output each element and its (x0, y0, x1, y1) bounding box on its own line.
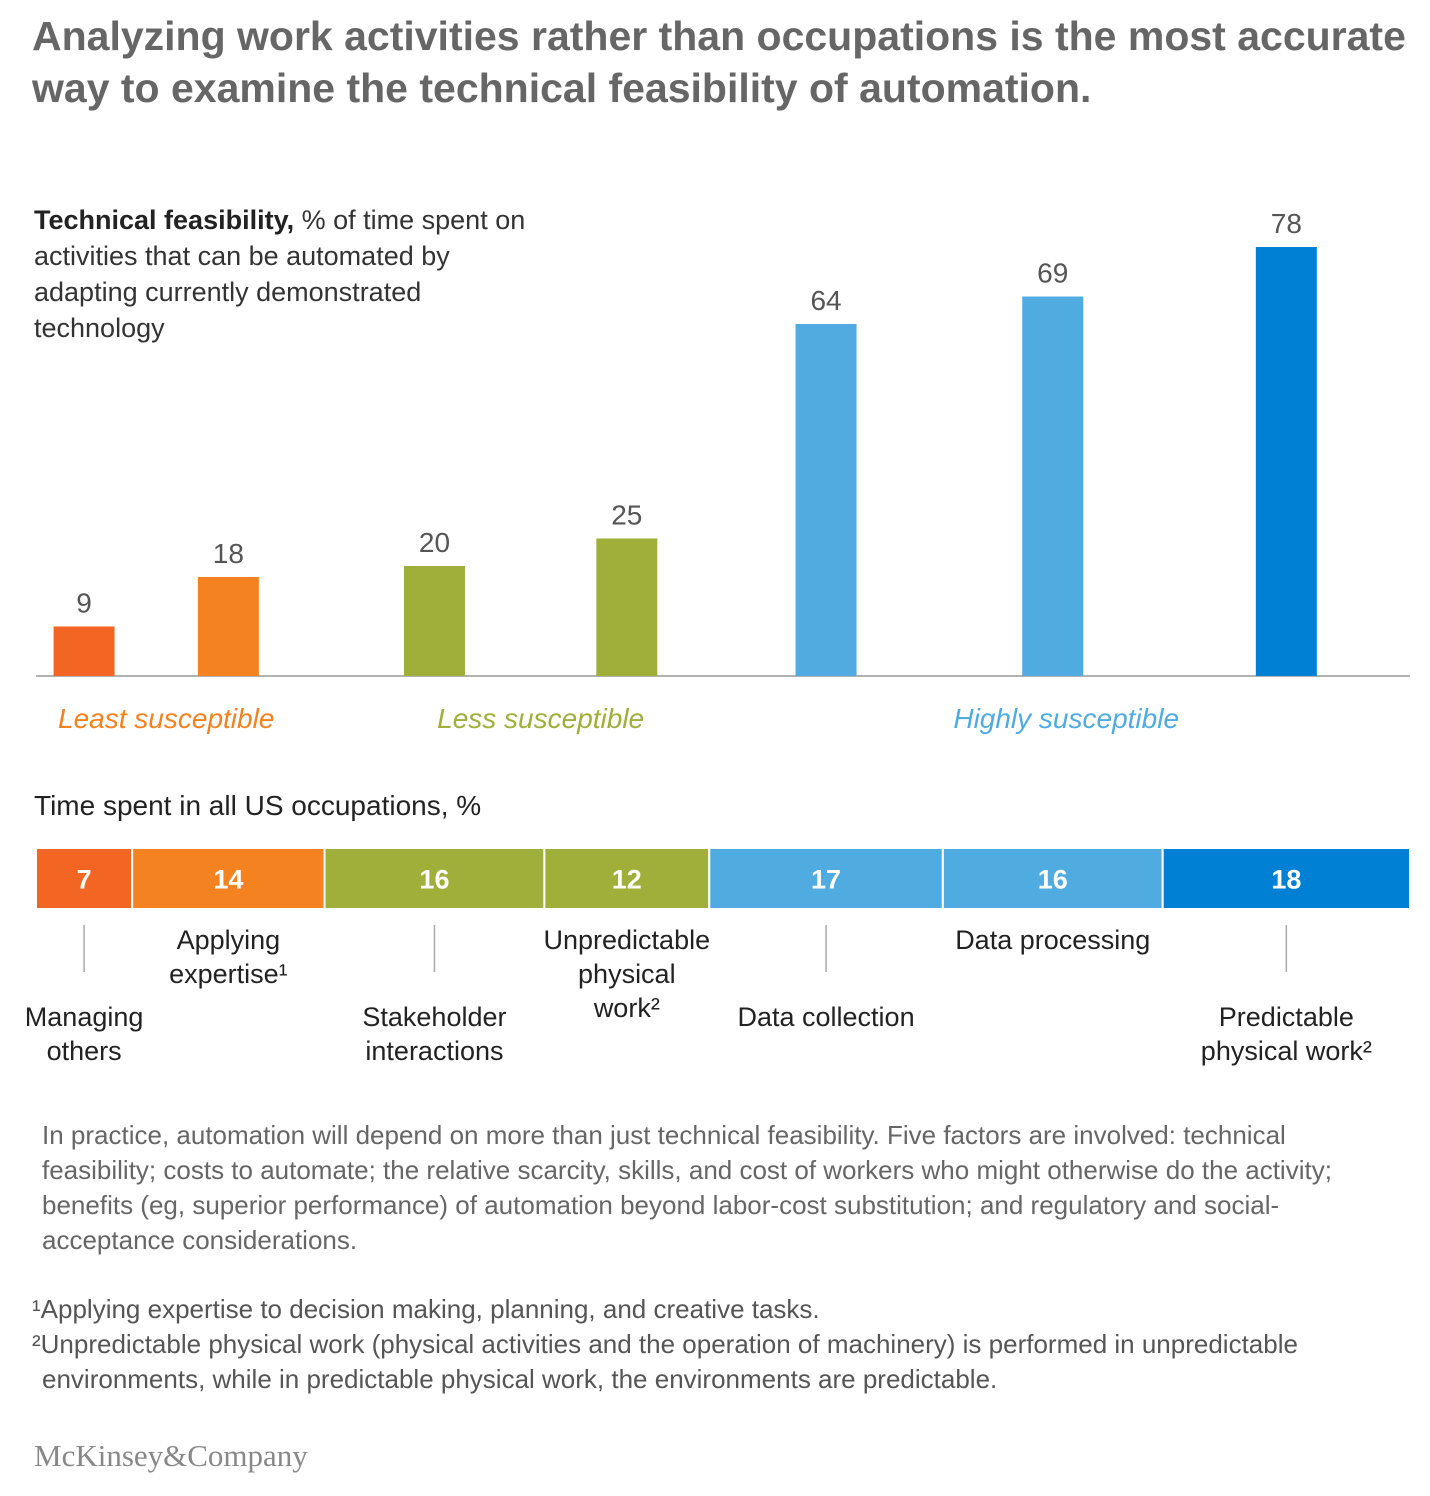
bar (197, 577, 259, 676)
group-label: Less susceptible (437, 703, 644, 734)
chart-title: Time spent in all US occupations, % (34, 790, 482, 821)
category-label: Data processing (955, 925, 1151, 955)
chart-title-bold: Technical feasibility, (34, 205, 295, 235)
segment (941, 847, 1164, 910)
segment (1161, 847, 1412, 910)
segment-label: 12 (612, 865, 642, 895)
category-label: Stakeholder interactions (362, 1002, 507, 1066)
segment (323, 847, 546, 910)
segment (131, 847, 326, 910)
value-label: 25 (611, 500, 642, 531)
bar (795, 324, 857, 676)
bar (53, 626, 115, 676)
category-label: Unpredictable physical work² (543, 925, 711, 1023)
group-label: Least susceptible (58, 703, 274, 734)
category-label: Managing others (24, 1002, 144, 1066)
value-label: 9 (76, 588, 92, 619)
bar (1022, 296, 1084, 676)
footnotes: ¹Applying expertise to decision making, … (32, 1292, 1412, 1397)
value-label: 78 (1271, 208, 1302, 239)
logo: McKinsey&Company (34, 1438, 308, 1473)
category-label: Predictable physical work² (1200, 1002, 1372, 1066)
value-label: 64 (810, 285, 841, 316)
value-label: 18 (213, 538, 244, 569)
value-label: 20 (419, 527, 450, 558)
segment-label: 14 (213, 865, 243, 895)
segment (35, 847, 134, 910)
segment-label: 17 (811, 865, 841, 895)
bar (596, 538, 658, 676)
page-title: Analyzing work activities rather than oc… (32, 13, 1406, 111)
footnote: ¹Applying expertise to decision making, … (32, 1294, 820, 1324)
category-label: Data collection (737, 1002, 915, 1032)
chart-subtitle: % of time spent on activities that can b… (34, 205, 526, 343)
segment-label: 18 (1271, 865, 1301, 895)
note: In practice, automation will depend on m… (42, 1120, 1332, 1255)
segment-label: 16 (1038, 865, 1068, 895)
bar (1255, 247, 1317, 676)
category-label: Applying expertise¹ (169, 925, 288, 989)
segment (543, 847, 711, 910)
segment-label: 16 (419, 865, 449, 895)
value-label: 69 (1037, 258, 1068, 289)
bar (403, 566, 465, 676)
chart-title: Technical feasibility, % of time spent o… (34, 202, 534, 346)
group-label: Highly susceptible (953, 703, 1179, 734)
footnote: ²Unpredictable physical work (physical a… (32, 1329, 1298, 1394)
segment-label: 7 (77, 865, 92, 895)
